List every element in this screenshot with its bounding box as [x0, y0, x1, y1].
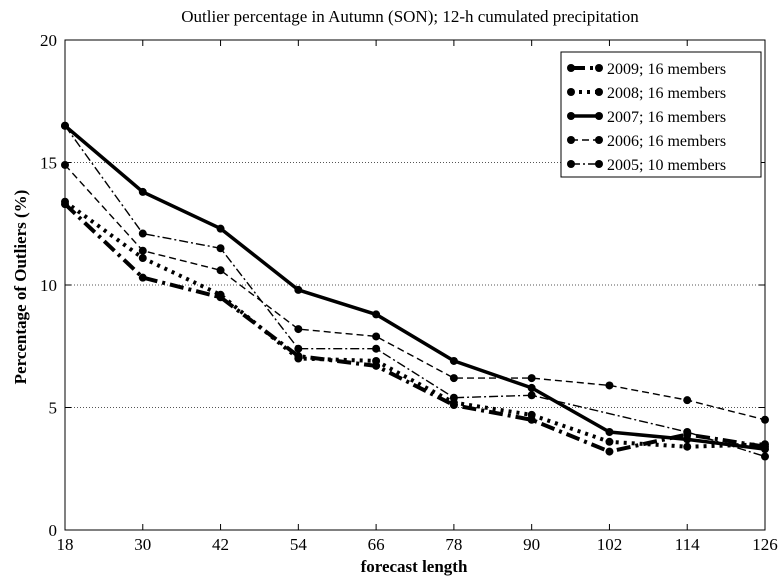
legend-marker — [567, 136, 575, 144]
data-point — [605, 428, 614, 436]
legend-marker — [595, 88, 603, 96]
y-tick-label: 10 — [40, 276, 57, 295]
legend: 2009; 16 members 2008; 16 members 2007; 16… — [560, 51, 762, 178]
data-point — [216, 290, 225, 299]
data-point — [294, 285, 303, 294]
data-point — [372, 332, 381, 341]
legend-marker — [567, 88, 575, 96]
x-tick-label: 54 — [290, 535, 308, 554]
series-line-3 — [64, 164, 766, 421]
data-point — [527, 410, 536, 419]
data-point — [683, 435, 692, 444]
x-tick-label: 102 — [597, 535, 623, 554]
legend-label-3: 2006; 16 members — [607, 133, 726, 150]
series-line-1 — [63, 200, 766, 449]
data-point — [138, 246, 147, 255]
data-point — [605, 437, 614, 446]
y-tick-label: 15 — [40, 154, 57, 173]
data-point — [216, 266, 225, 275]
y-tick-label: 5 — [49, 399, 58, 418]
data-point — [138, 187, 147, 196]
data-point — [449, 356, 458, 365]
legend-label-0: 2009; 16 members — [607, 61, 726, 78]
data-point — [138, 273, 147, 282]
legend-marker — [595, 136, 603, 144]
data-point — [138, 229, 147, 238]
data-point — [683, 428, 692, 436]
data-point — [61, 160, 69, 169]
x-tick-label: 42 — [212, 535, 229, 554]
x-tick-label: 66 — [368, 535, 385, 554]
data-point — [294, 344, 303, 353]
series-group — [61, 121, 769, 461]
legend-label-1: 2008; 16 members — [607, 85, 726, 102]
data-point — [372, 310, 381, 319]
y-tick-label: 20 — [40, 31, 57, 50]
data-point — [294, 325, 303, 334]
legend-label-4: 2005; 10 members — [607, 157, 726, 174]
series-line-2 — [63, 124, 766, 451]
legend-marker — [567, 160, 575, 168]
data-point — [527, 391, 536, 400]
x-tick-label: 90 — [523, 535, 540, 554]
data-point — [216, 244, 225, 253]
chart-title: Outlier percentage in Autumn (SON); 12-h… — [181, 7, 639, 26]
data-point — [61, 121, 69, 130]
x-tick-label: 78 — [445, 535, 462, 554]
data-point — [449, 374, 458, 383]
x-tick-label: 114 — [675, 535, 700, 554]
axis-ticks: 18 30 42 54 66 78 90 102 114 126 0 5 10 15 20 — [40, 31, 778, 554]
series-line-0 — [63, 202, 766, 454]
x-tick-label: 18 — [57, 535, 74, 554]
legend-marker — [595, 64, 603, 72]
data-point — [61, 197, 69, 206]
data-point — [372, 356, 381, 365]
data-point — [294, 354, 303, 363]
data-point — [216, 224, 225, 233]
data-point — [761, 452, 769, 461]
x-tick-label: 126 — [752, 535, 778, 554]
y-tick-label: 0 — [49, 521, 58, 540]
data-point — [449, 393, 458, 402]
x-axis-label: forecast length — [361, 557, 468, 576]
legend-label-2: 2007; 16 members — [607, 109, 726, 126]
data-point — [527, 383, 536, 392]
data-point — [605, 447, 614, 456]
legend-marker — [567, 64, 575, 72]
data-point — [683, 442, 692, 451]
y-axis-label: Percentage of Outliers (%) — [11, 190, 30, 385]
x-tick-label: 30 — [134, 535, 151, 554]
legend-marker — [595, 160, 603, 168]
data-point — [761, 415, 769, 424]
data-point — [683, 396, 692, 405]
data-point — [527, 374, 536, 383]
legend-marker — [595, 112, 603, 120]
legend-marker — [567, 112, 575, 120]
data-point — [761, 445, 769, 454]
data-point — [605, 381, 614, 390]
data-point — [372, 344, 381, 353]
data-point — [138, 254, 147, 263]
